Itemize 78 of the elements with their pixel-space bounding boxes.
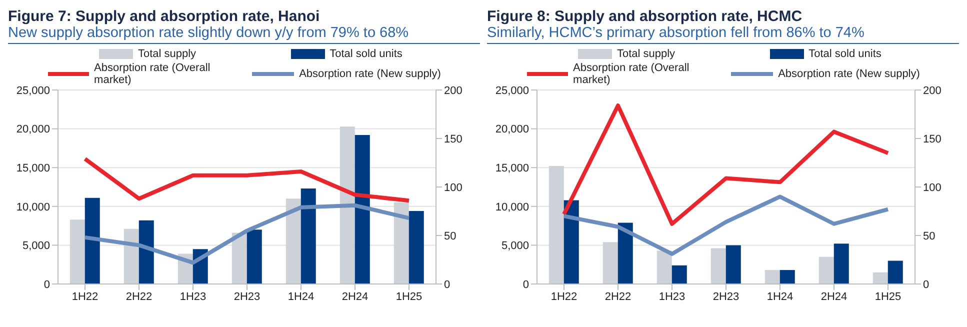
y-tick-label: 0: [522, 278, 529, 291]
line-series: [83, 156, 411, 203]
y-tick-label: 10,000: [495, 201, 529, 214]
bar: [710, 248, 726, 284]
bar: [354, 135, 370, 284]
bar: [656, 250, 672, 284]
x-tick-label: 2H22: [604, 290, 632, 303]
bar: [246, 230, 262, 284]
legend-label: Total sold units: [808, 48, 882, 60]
bar: [84, 198, 100, 284]
y2-tick-label: 50: [444, 230, 456, 242]
legend-label: Total sold units: [330, 48, 402, 60]
bar: [780, 270, 795, 284]
y-tick-label: 5,000: [22, 240, 50, 252]
x-tick-label: 1H22: [72, 290, 98, 303]
bar: [548, 166, 564, 284]
bar: [564, 200, 579, 284]
x-tick-label: 1H24: [766, 290, 794, 303]
x-tick-label: 1H23: [658, 290, 686, 303]
y-tick-label: 25,000: [16, 84, 50, 97]
bar: [286, 198, 301, 284]
line-series: [562, 104, 890, 226]
legend-label: Total supply: [616, 48, 676, 60]
bar: [124, 228, 139, 284]
bar: [726, 245, 741, 284]
bar: [888, 260, 903, 284]
legend-label: Absorption rate (New supply): [778, 68, 920, 80]
chart-subtitle: New supply absorption rate slightly down y/y from 79% to 68%: [8, 25, 480, 44]
bar: [70, 220, 85, 284]
bar: [764, 270, 780, 284]
x-tick-label: 1H25: [396, 290, 422, 303]
bar: [340, 126, 355, 284]
chart-subtitle: Similarly, HCMC’s primary absorption fell from 86% to 74%: [487, 25, 959, 44]
bar: [672, 265, 687, 284]
y-tick-label: 10,000: [16, 201, 50, 214]
y2-tick-label: 50: [923, 230, 936, 242]
y2-tick-label: 150: [444, 133, 462, 146]
bar: [232, 232, 247, 284]
y2-tick-label: 100: [923, 182, 942, 194]
y-tick-label: 20,000: [495, 124, 529, 136]
y2-tick-label: 100: [444, 182, 462, 194]
bar: [872, 272, 888, 284]
legend-label: Absorption rate (New supply): [299, 68, 441, 80]
x-tick-label: 2H24: [820, 290, 848, 303]
legend-label: Absorption rate (Overall market): [94, 62, 212, 86]
x-tick-label: 2H23: [234, 290, 260, 303]
x-tick-label: 1H25: [874, 290, 902, 303]
legend-label: Total supply: [138, 48, 196, 60]
y2-tick-label: 150: [923, 133, 942, 146]
line-series: [562, 194, 890, 256]
x-tick-label: 1H24: [288, 290, 314, 303]
bar: [300, 188, 316, 284]
y2-tick-label: 0: [923, 278, 930, 291]
y-tick-label: 0: [44, 278, 50, 291]
x-tick-label: 2H23: [712, 290, 740, 303]
y-tick-label: 5,000: [501, 240, 529, 252]
bar: [618, 222, 633, 284]
bar: [818, 256, 834, 284]
y-tick-label: 20,000: [16, 124, 50, 136]
x-tick-label: 1H23: [180, 290, 206, 303]
y-tick-label: 15,000: [16, 162, 50, 175]
x-tick-label: 2H22: [126, 290, 152, 303]
y-tick-label: 25,000: [495, 84, 529, 97]
chart-title: Figure 7: Supply and absorption rate, Hanoi: [8, 8, 321, 25]
bar: [834, 244, 849, 284]
chart-title: Figure 8: Supply and absorption rate, HCMC: [487, 8, 804, 25]
legend-label: Absorption rate (Overall market): [573, 62, 690, 86]
bar: [138, 220, 154, 284]
x-tick-label: 1H22: [550, 290, 578, 303]
bar: [602, 242, 618, 284]
x-tick-label: 2H24: [342, 290, 368, 303]
y2-tick-label: 200: [444, 84, 462, 97]
bar: [408, 211, 424, 284]
y-tick-label: 15,000: [495, 162, 529, 175]
y2-tick-label: 0: [444, 278, 450, 291]
line-series: [83, 203, 411, 265]
bar: [394, 202, 409, 284]
y2-tick-label: 200: [923, 84, 942, 97]
